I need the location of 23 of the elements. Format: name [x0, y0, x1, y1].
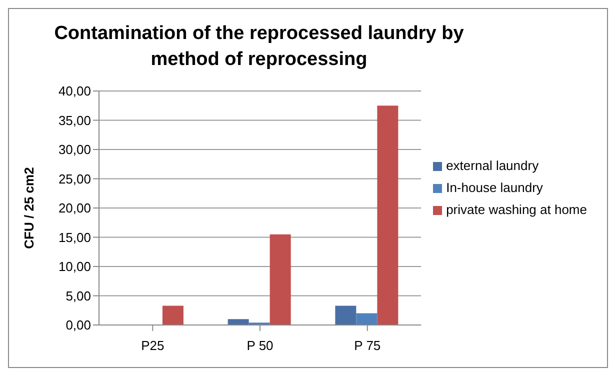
- bar: [335, 306, 356, 325]
- bar: [377, 106, 398, 325]
- y-tick-label: 15,00: [58, 230, 91, 245]
- bar: [162, 306, 184, 325]
- x-tick-label: P 75: [354, 338, 381, 354]
- y-tick-label: 25,00: [58, 171, 91, 186]
- y-tick-label: 20,00: [58, 200, 91, 216]
- legend-label: external laundry: [446, 158, 539, 173]
- y-tick-label: 10,00: [58, 259, 91, 274]
- legend-label: In-house laundry: [446, 180, 543, 195]
- bar: [228, 319, 249, 325]
- y-tick-label: 40,00: [58, 84, 91, 99]
- bar: [270, 234, 291, 325]
- x-tick-label: P25: [141, 338, 164, 354]
- y-axis-title: CFU / 25 cm2: [22, 167, 37, 249]
- bar: [356, 313, 378, 325]
- legend-label: private washing at home: [446, 202, 587, 217]
- x-tick-label: P 50: [246, 338, 274, 354]
- chart-title: Contamination of the reprocessed laundry by method of reprocessing: [53, 22, 465, 72]
- y-tick-label: 0,00: [66, 318, 91, 333]
- y-tick-label: 30,00: [58, 142, 91, 158]
- y-tick-label: 5,00: [66, 288, 91, 304]
- y-tick-label: 35,00: [58, 112, 91, 128]
